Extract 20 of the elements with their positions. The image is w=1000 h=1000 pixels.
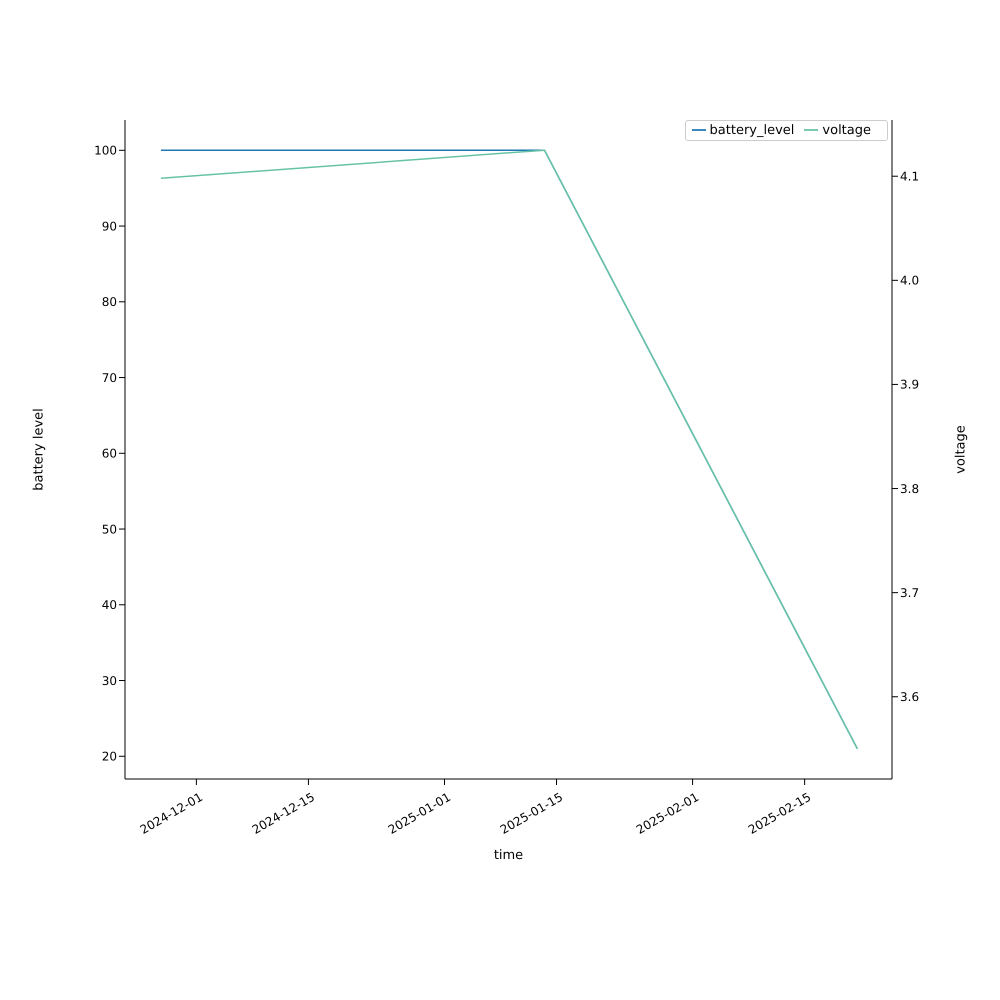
- y-tick-label: 40: [102, 598, 117, 612]
- y2-tick-label: 4.1: [900, 169, 920, 184]
- y2-tick-label: 3.6: [900, 690, 920, 704]
- x-axis-title: time: [494, 848, 524, 863]
- y-tick-label: 50: [102, 522, 117, 536]
- y-tick-label: 70: [102, 370, 117, 385]
- y2-tick-label: 3.8: [900, 482, 920, 496]
- y-tick-label: 20: [102, 750, 117, 764]
- legend-label: voltage: [822, 123, 871, 138]
- y2-tick-label: 3.7: [900, 586, 920, 600]
- y-tick-label: 60: [102, 446, 117, 461]
- y-tick-label: 100: [94, 144, 117, 158]
- y2-tick-label: 4.0: [900, 274, 920, 288]
- y2-tick-label: 3.9: [900, 378, 920, 392]
- y2-axis-title: voltage: [954, 425, 969, 474]
- y-tick-label: 30: [102, 674, 117, 688]
- y-tick-label: 80: [102, 295, 117, 310]
- legend-label: battery_level: [710, 123, 794, 138]
- y-axis-title: battery level: [32, 408, 47, 491]
- y-tick-label: 90: [102, 219, 117, 234]
